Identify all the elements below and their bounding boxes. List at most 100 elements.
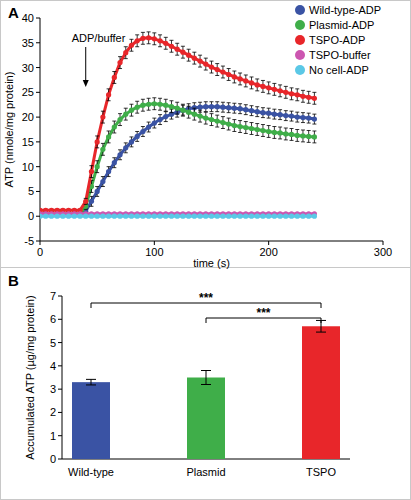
error-cap (312, 114, 316, 115)
error-cap (227, 112, 231, 113)
error-bar (244, 75, 248, 87)
error-cap (124, 58, 128, 59)
series-line (40, 104, 314, 214)
y-tick-label: 7 (50, 290, 56, 302)
significance-label: *** (256, 306, 270, 320)
error-cap (255, 116, 259, 117)
error-cap (124, 46, 128, 47)
y-tick (36, 18, 40, 19)
legend-entry: No cell-ADP (309, 64, 369, 76)
error-cap (129, 136, 133, 137)
error-cap (215, 115, 219, 116)
data-point (169, 44, 174, 49)
x-tick-label: TSPO (306, 466, 336, 478)
error-cap (261, 80, 265, 81)
error-cap (101, 155, 105, 156)
data-point (123, 145, 128, 150)
error-bar (141, 127, 145, 137)
error-cap (192, 52, 196, 53)
data-point (192, 112, 197, 117)
error-bar (261, 80, 265, 92)
error-cap (164, 99, 168, 100)
error-bar (129, 104, 133, 116)
error-bar (89, 166, 93, 178)
data-point (106, 134, 111, 139)
error-bar (152, 118, 156, 128)
error-bar (89, 196, 93, 206)
error-bar (261, 108, 265, 118)
error-cap (175, 43, 179, 44)
error-cap (295, 88, 299, 89)
error-cap (164, 111, 168, 112)
error-cap (215, 127, 219, 128)
error-cap (95, 160, 99, 161)
y-tick-label: 6 (50, 313, 56, 325)
error-cap (101, 111, 105, 112)
error-cap (210, 125, 214, 126)
error-cap (147, 98, 151, 99)
data-point (295, 92, 300, 97)
error-cap (192, 120, 196, 121)
error-cap (301, 90, 305, 91)
error-bar (141, 32, 145, 44)
error-cap (215, 101, 219, 102)
error-cap (244, 133, 248, 134)
data-point (129, 43, 134, 48)
error-bar (112, 158, 116, 168)
data-point (157, 102, 162, 107)
error-bar (312, 131, 316, 143)
error-cap (232, 82, 236, 83)
data-point (266, 214, 271, 219)
data-point (306, 95, 311, 100)
error-cap (284, 128, 288, 129)
error-stem (206, 371, 207, 385)
error-cap (175, 114, 179, 115)
error-cap (301, 102, 305, 103)
error-cap (107, 100, 111, 101)
error-cap (267, 81, 271, 82)
data-point (220, 105, 225, 110)
data-point (260, 110, 265, 115)
error-cap (250, 122, 254, 123)
data-point (192, 214, 197, 219)
error-cap (147, 122, 151, 123)
error-cap (255, 78, 259, 79)
bar (302, 326, 340, 459)
error-cap (272, 109, 276, 110)
data-point (100, 147, 105, 152)
error-cap (250, 115, 254, 116)
data-point (180, 108, 185, 113)
data-point (283, 214, 288, 219)
error-cap (215, 111, 219, 112)
error-bar (135, 101, 139, 113)
data-point (146, 214, 151, 219)
error-bar (210, 61, 214, 73)
error-bar (250, 123, 254, 135)
error-bar (169, 40, 173, 52)
error-bar (312, 92, 316, 104)
error-cap (187, 103, 191, 104)
data-point (83, 199, 88, 204)
data-point (243, 214, 248, 219)
y-tick-label: 5 (50, 337, 56, 349)
error-stem (91, 379, 92, 385)
error-cap (261, 117, 265, 118)
error-cap (152, 44, 156, 45)
legend: Wild-type-ADPPlasmid-ADPTSPO-ADPTSPO-buf… (295, 4, 381, 76)
error-cap (244, 86, 248, 87)
error-cap (129, 116, 133, 117)
error-cap (158, 124, 162, 125)
error-cap (238, 73, 242, 74)
error-bar (255, 124, 259, 136)
error-cap (89, 177, 93, 178)
error-bar (278, 85, 282, 97)
data-point (180, 50, 185, 55)
data-point (255, 127, 260, 132)
error-cap (272, 119, 276, 120)
y-tick-label: 4 (50, 360, 56, 372)
legend-swatch (295, 20, 305, 30)
plot-area (72, 320, 340, 459)
error-cap (95, 147, 99, 148)
error-bar (221, 117, 225, 129)
data-point (175, 47, 180, 52)
